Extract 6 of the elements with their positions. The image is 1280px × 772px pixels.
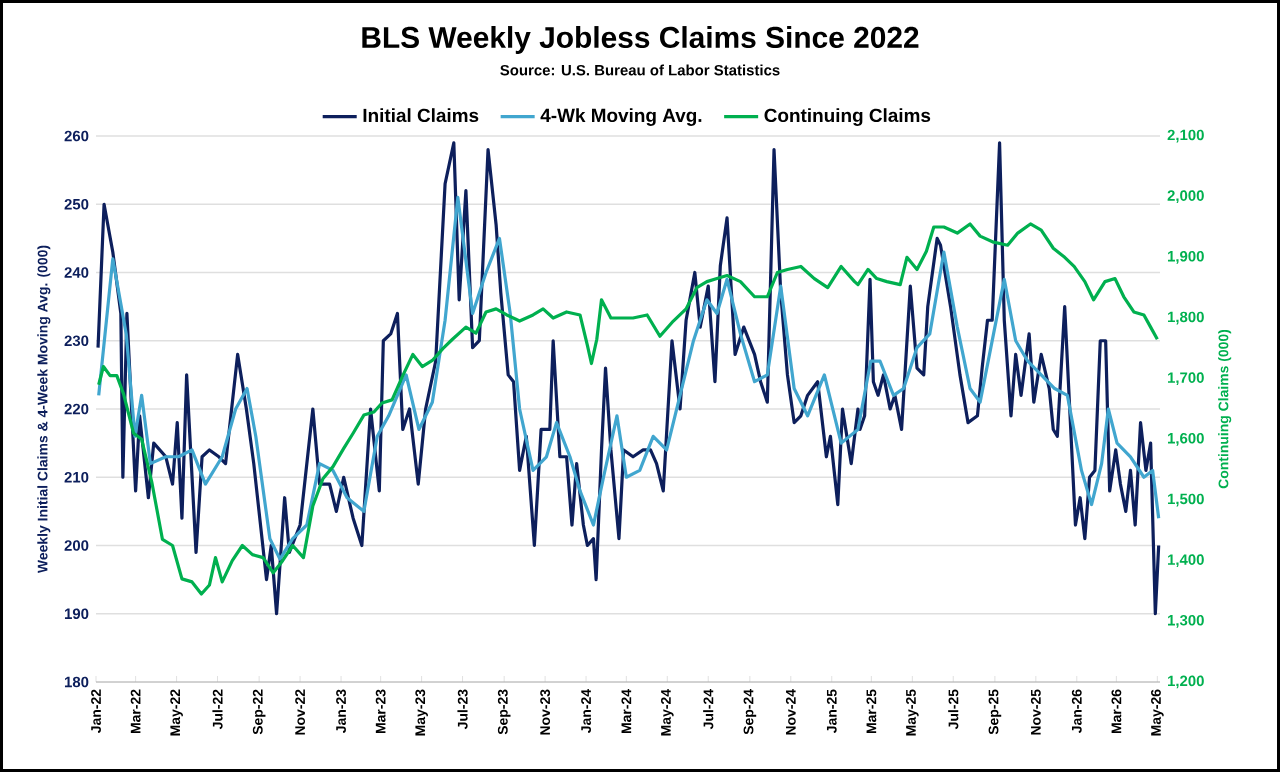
legend-label: Initial Claims — [363, 108, 479, 123]
legend-label: 4-Wk Moving Avg. — [540, 108, 702, 126]
line-series — [96, 141, 1161, 616]
chart-title: BLS Weekly Jobless Claims Since 2022 — [362, 26, 919, 54]
line-series — [97, 195, 1161, 561]
legend-label: Continuing Claims — [764, 108, 931, 126]
